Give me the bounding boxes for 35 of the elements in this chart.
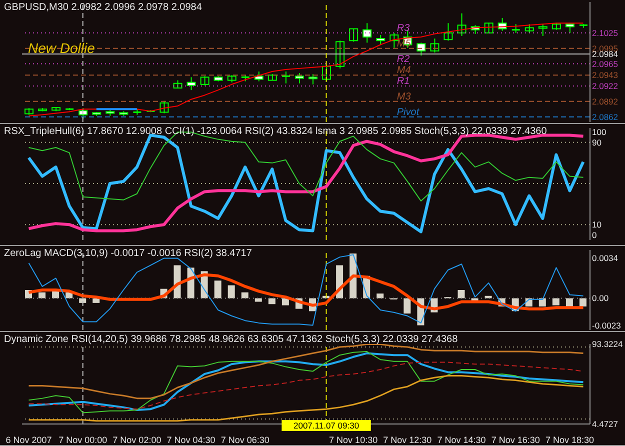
- y-tick-label: 10: [592, 220, 602, 230]
- ref-line-label: Pivot: [396, 106, 420, 118]
- y-tick-label: 93.3224: [592, 339, 623, 349]
- y-tick-label: 2.0965: [592, 58, 618, 69]
- x-tick-label: 7 Nov 06:30: [220, 435, 270, 445]
- y-tick-label: 100: [592, 127, 606, 138]
- y-tick-label: 90: [592, 137, 602, 148]
- y-tick-label: 2.0995: [592, 43, 618, 54]
- y-tick-label: 2.0892: [592, 96, 618, 106]
- x-tick-label: 2007.11.07 09:30: [294, 420, 360, 430]
- y-tick-label: 2.0862: [592, 112, 618, 122]
- x-tick-label: 7 Nov 18:30: [545, 435, 594, 445]
- y-tick-label: 0.0034: [592, 253, 618, 264]
- x-tick-label: 6 Nov 2007: [6, 435, 52, 445]
- y-tick-label: 0: [592, 230, 597, 240]
- x-tick-label: 7 Nov 02:00: [112, 435, 162, 445]
- ref-line-label: R2: [396, 54, 410, 65]
- y-tick-label: 2.0922: [592, 80, 618, 91]
- chart-title: ZeroLag MACD(3,10,9) -0.0017 -0.0016 RSI(2) 38.4717: [4, 248, 252, 259]
- y-tick-label: 2.0943: [592, 70, 618, 80]
- x-tick-label: 7 Nov 14:30: [437, 435, 486, 445]
- x-tick-label: 7 Nov 00:00: [58, 435, 108, 445]
- x-tick-label: 7 Nov 16:30: [491, 435, 540, 445]
- y-tick-label: 4.4727: [592, 419, 618, 429]
- ref-line-label: R1: [396, 76, 410, 87]
- y-tick-label: 2.1025: [592, 28, 618, 38]
- x-tick-label: 7 Nov 12:30: [383, 435, 432, 445]
- ref-line-label: R3: [396, 22, 410, 34]
- chart-title: Dynamic Zone RSI(14,20,5) 39.9686 78.2985 48.9626 63.6305 47.1362 Stoch(5,3,3) 22.0339 27.4368: [4, 334, 458, 345]
- x-tick-label: 7 Nov 10:30: [329, 435, 378, 445]
- y-tick-label: 0.00: [592, 293, 609, 304]
- y-tick-label: -0.0023: [592, 320, 622, 330]
- ref-line-label: M3: [396, 91, 412, 102]
- x-tick-label: 7 Nov 04:30: [166, 435, 216, 445]
- ref-line-label: M4: [396, 65, 412, 76]
